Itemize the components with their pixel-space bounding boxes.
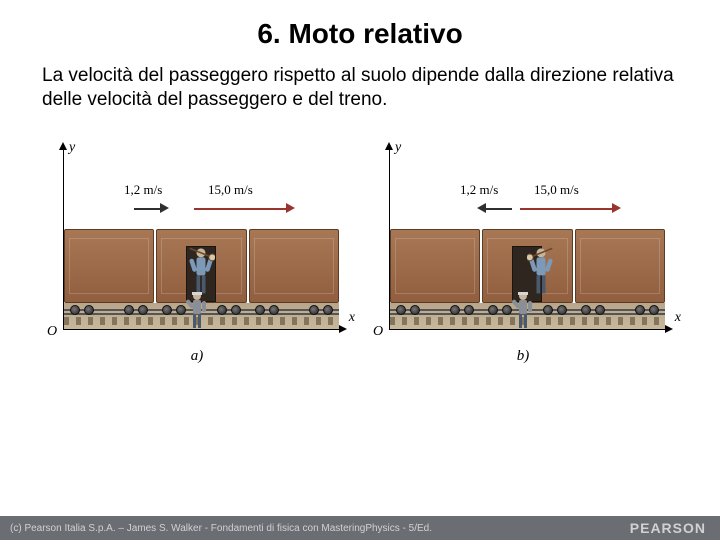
- footer-credit: (c) Pearson Italia S.p.A. – James S. Wal…: [10, 523, 432, 534]
- arrow-head-icon: [160, 203, 169, 213]
- intro-paragraph: La velocità del passeggero rispetto al s…: [0, 64, 720, 112]
- footer-bar: (c) Pearson Italia S.p.A. – James S. Wal…: [0, 516, 720, 540]
- x-axis-arrow: [339, 325, 347, 333]
- y-axis-arrow: [385, 142, 393, 150]
- velocity-arrows-a: 1,2 m/s 15,0 m/s: [64, 198, 339, 224]
- train-velocity-label: 15,0 m/s: [208, 182, 253, 198]
- train-velocity-arrow: [520, 208, 612, 210]
- arrow-head-icon: [612, 203, 621, 213]
- arrow-head-icon: [286, 203, 295, 213]
- origin-label: O: [47, 324, 57, 340]
- observer-icon: [186, 290, 208, 330]
- velocity-arrows-b: 1,2 m/s 15,0 m/s: [390, 198, 665, 224]
- x-axis-label: x: [675, 310, 681, 326]
- panel-a: y x O: [43, 144, 351, 365]
- page-title: 6. Moto relativo: [0, 0, 720, 64]
- figure-row: y x O: [0, 144, 720, 365]
- axes-a: y x O: [43, 144, 351, 344]
- train-velocity-label: 15,0 m/s: [534, 182, 579, 198]
- passenger-velocity-label: 1,2 m/s: [124, 182, 162, 198]
- y-axis-arrow: [59, 142, 67, 150]
- arrow-head-icon: [477, 203, 486, 213]
- panel-b-label: b): [369, 348, 677, 365]
- train-velocity-arrow: [194, 208, 286, 210]
- x-axis-label: x: [349, 310, 355, 326]
- panel-a-label: a): [43, 348, 351, 365]
- passenger-velocity-arrow: [134, 208, 160, 210]
- pearson-logo: PEARSON: [630, 520, 706, 536]
- passenger-velocity-label: 1,2 m/s: [460, 182, 498, 198]
- panel-b: y x O: [369, 144, 677, 365]
- y-axis-label: y: [395, 140, 401, 156]
- y-axis-label: y: [69, 140, 75, 156]
- x-axis-arrow: [665, 325, 673, 333]
- observer-icon: [512, 290, 534, 330]
- passenger-velocity-arrow: [486, 208, 512, 210]
- axes-b: y x O: [369, 144, 677, 344]
- origin-label: O: [373, 324, 383, 340]
